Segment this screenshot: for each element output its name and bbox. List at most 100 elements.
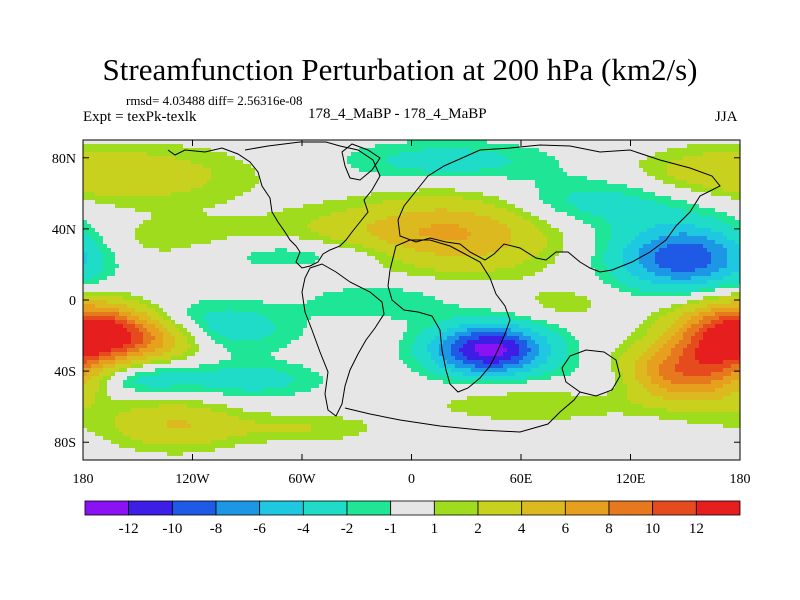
field-cell bbox=[527, 212, 532, 217]
field-cell bbox=[587, 216, 592, 221]
field-cell bbox=[723, 196, 728, 201]
field-cell bbox=[419, 164, 424, 169]
field-cell bbox=[127, 220, 132, 225]
field-cell bbox=[151, 256, 156, 261]
field-cell bbox=[559, 140, 564, 145]
field-cell bbox=[319, 244, 324, 249]
field-cell bbox=[283, 184, 288, 189]
field-cell bbox=[243, 236, 248, 241]
field-cell bbox=[199, 252, 204, 257]
field-cell bbox=[507, 224, 512, 229]
field-cell bbox=[115, 248, 120, 253]
field-cell bbox=[247, 200, 252, 205]
field-cell bbox=[391, 228, 396, 233]
field-cell bbox=[663, 228, 668, 233]
field-cell bbox=[155, 148, 160, 153]
field-cell bbox=[171, 200, 176, 205]
field-cell bbox=[239, 256, 244, 261]
field-cell bbox=[651, 240, 656, 245]
rmsd-diff-stats: rmsd= 4.03488 diff= 2.56316e-08 bbox=[126, 93, 303, 108]
field-cell bbox=[107, 148, 112, 153]
field-cell bbox=[723, 244, 728, 249]
field-cell bbox=[623, 144, 628, 149]
field-cell bbox=[539, 220, 544, 225]
field-cell bbox=[131, 224, 136, 229]
field-cell bbox=[391, 188, 396, 193]
field-cell bbox=[263, 192, 268, 197]
field-cell bbox=[543, 236, 548, 241]
field-cell bbox=[583, 172, 588, 177]
field-cell bbox=[327, 152, 332, 157]
field-cell bbox=[679, 196, 684, 201]
field-cell bbox=[123, 196, 128, 201]
field-cell bbox=[727, 180, 732, 185]
field-cell bbox=[599, 188, 604, 193]
field-cell bbox=[251, 196, 256, 201]
field-cell bbox=[435, 160, 440, 165]
field-cell bbox=[299, 216, 304, 221]
field-cell bbox=[555, 196, 560, 201]
field-cell bbox=[351, 256, 356, 261]
field-cell bbox=[399, 180, 404, 185]
field-cell bbox=[251, 180, 256, 185]
field-cell bbox=[331, 192, 336, 197]
field-cell bbox=[659, 252, 664, 257]
field-cell bbox=[447, 232, 452, 237]
field-cell bbox=[695, 200, 700, 205]
field-cell bbox=[679, 228, 684, 233]
field-cell bbox=[267, 164, 272, 169]
field-cell bbox=[563, 232, 568, 237]
field-cell bbox=[695, 196, 700, 201]
field-cell bbox=[355, 196, 360, 201]
field-cell bbox=[179, 260, 184, 265]
field-cell bbox=[375, 140, 380, 145]
field-cell bbox=[187, 172, 192, 177]
field-cell bbox=[203, 176, 208, 181]
field-cell bbox=[151, 236, 156, 241]
field-cell bbox=[471, 208, 476, 213]
field-cell bbox=[307, 256, 312, 261]
field-cell bbox=[683, 156, 688, 161]
field-cell bbox=[287, 148, 292, 153]
field-cell bbox=[299, 228, 304, 233]
field-cell bbox=[671, 156, 676, 161]
field-cell bbox=[135, 220, 140, 225]
field-cell bbox=[235, 200, 240, 205]
field-cell bbox=[651, 148, 656, 153]
field-cell bbox=[307, 216, 312, 221]
field-cell bbox=[291, 240, 296, 245]
field-cell bbox=[615, 256, 620, 261]
field-cell bbox=[615, 140, 620, 145]
field-cell bbox=[691, 220, 696, 225]
field-cell bbox=[487, 168, 492, 173]
field-cell bbox=[275, 172, 280, 177]
field-cell bbox=[223, 184, 228, 189]
field-cell bbox=[135, 212, 140, 217]
field-cell bbox=[603, 160, 608, 165]
field-cell bbox=[475, 204, 480, 209]
field-cell bbox=[443, 232, 448, 237]
field-cell bbox=[239, 176, 244, 181]
field-cell bbox=[463, 240, 468, 245]
field-cell bbox=[523, 252, 528, 257]
field-cell bbox=[563, 184, 568, 189]
field-cell bbox=[399, 188, 404, 193]
field-cell bbox=[691, 244, 696, 249]
field-cell bbox=[659, 240, 664, 245]
field-cell bbox=[587, 160, 592, 165]
field-cell bbox=[327, 184, 332, 189]
field-cell bbox=[563, 256, 568, 261]
field-cell bbox=[223, 216, 228, 221]
field-cell bbox=[735, 240, 740, 245]
field-cell bbox=[343, 160, 348, 165]
field-cell bbox=[607, 184, 612, 189]
field-cell bbox=[703, 252, 708, 257]
field-cell bbox=[715, 228, 720, 233]
field-cell bbox=[427, 144, 432, 149]
field-cell bbox=[551, 172, 556, 177]
field-cell bbox=[99, 148, 104, 153]
field-cell bbox=[271, 184, 276, 189]
field-cell bbox=[143, 140, 148, 145]
field-cell bbox=[111, 164, 116, 169]
field-cell bbox=[627, 140, 632, 145]
